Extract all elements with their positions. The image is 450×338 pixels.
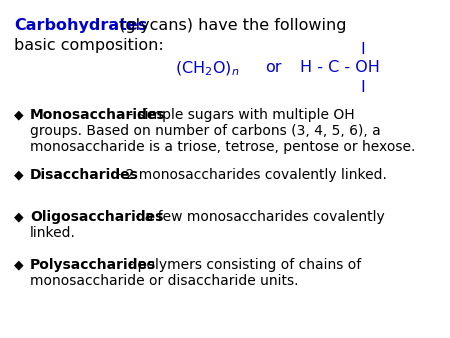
Text: ◆: ◆ [14, 168, 23, 181]
Text: I: I [360, 80, 365, 95]
Text: (glycans) have the following: (glycans) have the following [114, 18, 346, 33]
Text: Disaccharides: Disaccharides [30, 168, 139, 182]
Text: Polysaccharides: Polysaccharides [30, 258, 156, 272]
Text: or: or [265, 60, 282, 75]
Text: - a few monosaccharides covalently: - a few monosaccharides covalently [131, 210, 385, 224]
Text: I: I [360, 42, 365, 57]
Text: H - C - OH: H - C - OH [300, 60, 380, 75]
Text: ◆: ◆ [14, 258, 23, 271]
Text: Oligosaccharides: Oligosaccharides [30, 210, 163, 224]
Text: monosaccharide is a triose, tetrose, pentose or hexose.: monosaccharide is a triose, tetrose, pen… [30, 140, 415, 154]
Text: monosaccharide or disaccharide units.: monosaccharide or disaccharide units. [30, 274, 298, 288]
Text: groups. Based on number of carbons (3, 4, 5, 6), a: groups. Based on number of carbons (3, 4… [30, 124, 381, 138]
Text: Monosaccharides: Monosaccharides [30, 108, 166, 122]
Text: - 2 monosaccharides covalently linked.: - 2 monosaccharides covalently linked. [112, 168, 387, 182]
Text: linked.: linked. [30, 226, 76, 240]
Text: - polymers consisting of chains of: - polymers consisting of chains of [125, 258, 362, 272]
Text: - simple sugars with multiple OH: - simple sugars with multiple OH [125, 108, 355, 122]
Text: (CH$_2$O)$_n$: (CH$_2$O)$_n$ [175, 60, 239, 78]
Text: ◆: ◆ [14, 108, 23, 121]
Text: basic composition:: basic composition: [14, 38, 164, 53]
Text: Carbohydrates: Carbohydrates [14, 18, 147, 33]
Text: ◆: ◆ [14, 210, 23, 223]
